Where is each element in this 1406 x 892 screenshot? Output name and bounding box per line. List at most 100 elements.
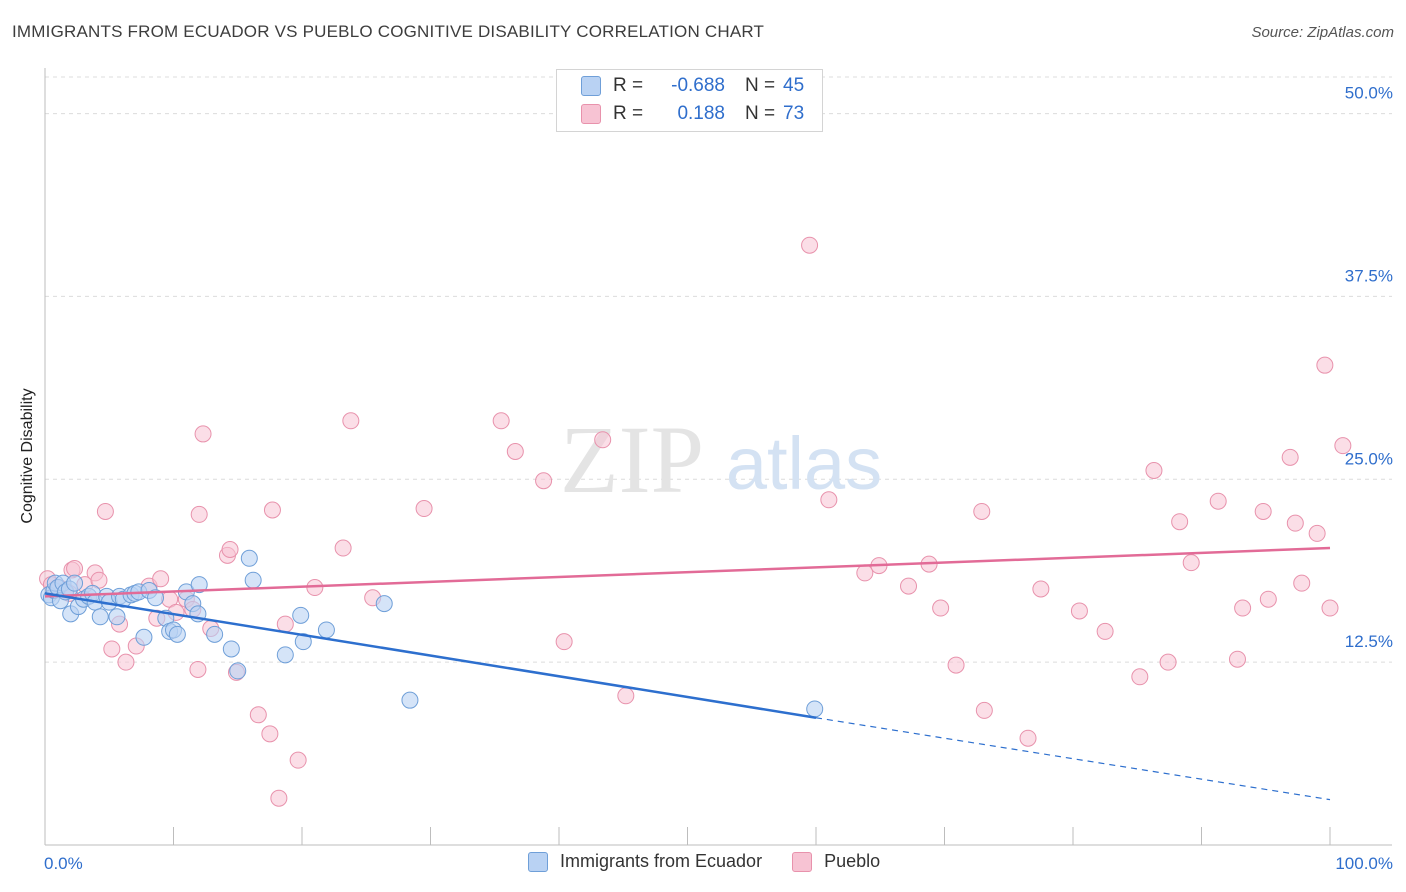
x-tick-label: 100.0% [1335, 854, 1393, 873]
pueblo-point [1228, 650, 1246, 668]
pueblo-point [1281, 448, 1299, 466]
pueblo-point [342, 412, 360, 430]
legend-row-pueblo: R = 0.188 N = 73 [581, 102, 804, 126]
pueblo-point [1032, 580, 1050, 598]
pueblo-point [900, 577, 918, 595]
legend-swatch-pink [581, 104, 601, 124]
pueblo-point [594, 431, 612, 449]
trend-lines [44, 546, 1331, 801]
source-label: Source: ZipAtlas.com [1251, 24, 1394, 41]
pueblo-point [1321, 599, 1339, 617]
pueblo-point [189, 660, 207, 678]
pueblo-point [1234, 599, 1252, 617]
y-tick-label: 50.0% [1345, 84, 1393, 103]
pueblo-point [1131, 668, 1149, 686]
pueblo-point [263, 501, 281, 519]
ecuador-point [244, 571, 262, 589]
r-label: R = [613, 75, 644, 96]
ecuador-point [806, 700, 824, 718]
pueblo-point [856, 564, 874, 582]
r-value-ecuador: -0.688 [671, 75, 725, 96]
pueblo-point [96, 502, 114, 520]
pueblo-point [535, 472, 553, 490]
ecuador-point [240, 549, 258, 567]
ecuador-trend-extension [815, 717, 1331, 801]
ecuador-point [375, 595, 393, 613]
watermark-zip: ZIP [560, 406, 704, 513]
y-tick-label: 12.5% [1345, 632, 1393, 651]
pueblo-point [820, 491, 838, 509]
ecuador-point [292, 606, 310, 624]
r-value-pueblo: 0.188 [677, 103, 725, 124]
legend-item-pueblo[interactable]: Pueblo [792, 851, 880, 872]
pueblo-point [1308, 524, 1326, 542]
n-label: N = [745, 75, 776, 96]
pueblo-point [1316, 356, 1334, 374]
ecuador-point [147, 589, 165, 607]
legend-swatch-blue [528, 851, 548, 872]
y-axis-label: Cognitive Disability [19, 388, 36, 524]
pueblo-point [555, 633, 573, 651]
ecuador-trend-line [44, 592, 817, 719]
pueblo-point [947, 656, 965, 674]
series-legend: Immigrants from Ecuador Pueblo [528, 851, 910, 872]
ecuador-point [108, 608, 126, 626]
pueblo-points [39, 236, 1352, 807]
pueblo-point [415, 500, 433, 518]
watermark-atlas: atlas [726, 422, 882, 505]
n-value-ecuador: 45 [783, 75, 805, 96]
watermark: ZIP atlas [560, 406, 882, 513]
ecuador-point [229, 662, 247, 680]
pueblo-trend-line [44, 546, 1331, 598]
pueblo-point [932, 599, 950, 617]
ecuador-point [276, 646, 294, 664]
pueblo-point [276, 615, 294, 633]
legend-item-ecuador[interactable]: Immigrants from Ecuador [528, 851, 762, 872]
axes [44, 68, 1392, 846]
pueblo-point [1209, 492, 1227, 510]
y-tick-label: 25.0% [1345, 449, 1393, 468]
n-value-pueblo: 73 [783, 103, 805, 124]
tick-labels: 12.5% 25.0% 37.5% 50.0% 0.0% 100.0% [44, 84, 1393, 873]
legend-label-pueblo: Pueblo [824, 851, 881, 871]
pueblo-point [492, 412, 510, 430]
ecuador-point [206, 625, 224, 643]
ecuador-point [401, 691, 419, 709]
pueblo-point [289, 751, 307, 769]
pueblo-point [1286, 514, 1304, 532]
legend-label-ecuador: Immigrants from Ecuador [560, 851, 763, 871]
pueblo-point [506, 442, 524, 460]
ecuador-points [40, 549, 824, 718]
ecuador-point [294, 633, 312, 651]
pueblo-point [117, 653, 135, 671]
pueblo-point [1254, 502, 1272, 520]
ecuador-point [222, 640, 240, 658]
chart-title: IMMIGRANTS FROM ECUADOR VS PUEBLO COGNIT… [12, 22, 765, 41]
pueblo-point [249, 706, 267, 724]
ecuador-point [317, 621, 335, 639]
pueblo-point [1182, 554, 1200, 572]
r-label: R = [613, 103, 644, 124]
pueblo-point [194, 425, 212, 443]
ecuador-point [91, 608, 109, 626]
ecuador-point [66, 574, 84, 592]
pueblo-point [1259, 590, 1277, 608]
pueblo-point [1159, 653, 1177, 671]
pueblo-point [975, 701, 993, 719]
ecuador-point [168, 625, 186, 643]
pueblo-point [261, 725, 279, 743]
pueblo-point [221, 541, 239, 559]
pueblo-point [1145, 462, 1163, 480]
pueblo-point [334, 539, 352, 557]
pueblo-point [1334, 437, 1352, 455]
pueblo-point [1070, 602, 1088, 620]
ecuador-point [135, 628, 153, 646]
pueblo-point [66, 560, 84, 578]
pueblo-point [270, 789, 288, 807]
pueblo-point [1019, 729, 1037, 747]
ecuador-point [190, 576, 208, 594]
pueblo-point [152, 570, 170, 588]
pueblo-point [190, 505, 208, 523]
pueblo-point [617, 687, 635, 705]
